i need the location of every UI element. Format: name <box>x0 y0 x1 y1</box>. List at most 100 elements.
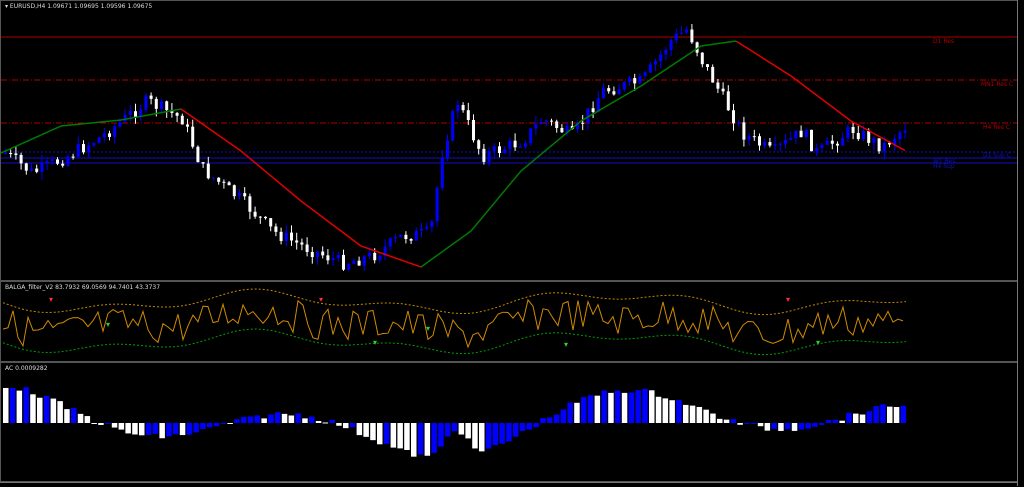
candle-body <box>882 142 886 152</box>
ac-bar <box>812 423 818 427</box>
candle-body <box>596 98 600 113</box>
ac-bar <box>547 417 553 423</box>
ac-bar <box>458 423 465 435</box>
ac-bar <box>356 423 363 436</box>
candle-body <box>841 138 845 146</box>
candle-body <box>851 126 855 133</box>
candle-body <box>830 140 834 144</box>
moving-average-line <box>180 108 422 268</box>
ac-bar <box>295 413 301 423</box>
candle-body <box>622 81 626 90</box>
sell-arrow-icon: ▾ <box>319 295 323 304</box>
ac-bar <box>819 423 825 425</box>
ac-bar <box>866 411 873 423</box>
price-axis[interactable] <box>1017 0 1024 486</box>
ac-bar <box>676 399 682 423</box>
ac-bar <box>186 423 193 435</box>
ac-bar <box>791 423 798 431</box>
candle-body <box>274 226 278 232</box>
candle-body <box>758 136 761 146</box>
ac-bar <box>710 413 716 423</box>
ac-bar <box>581 397 587 423</box>
buy-arrow-icon: ▾ <box>816 338 820 347</box>
ac-bar <box>533 423 539 428</box>
candle-body <box>721 88 725 92</box>
ac-bar <box>23 387 29 423</box>
ac-bar <box>900 405 907 423</box>
candle-body <box>669 40 673 50</box>
candle-body <box>92 143 96 146</box>
ac-bar <box>683 404 689 423</box>
candle-body <box>862 131 865 140</box>
buy-arrow-icon: ▾ <box>564 340 568 349</box>
candle-body <box>336 254 340 259</box>
candle-body <box>118 121 122 127</box>
candle-body <box>414 230 418 241</box>
candle-body <box>534 124 538 129</box>
time-axis[interactable] <box>0 482 1018 487</box>
candle-body <box>71 156 75 158</box>
candle-body <box>191 126 195 147</box>
balga-filter-panel[interactable]: ▾ ▾ ▾ ▾ ▾ ▾ ▾ ▾ BALGA_filter_V2 83.7932 69.0569… <box>0 281 1018 362</box>
candle-body <box>648 64 652 73</box>
candle-body <box>440 157 444 188</box>
candle-body <box>248 196 252 212</box>
candle-body <box>576 122 579 129</box>
ac-bar <box>696 406 703 423</box>
ac-bar <box>723 419 730 423</box>
candle-body <box>258 216 262 218</box>
ac-bar <box>234 419 240 423</box>
candle-body <box>544 120 548 123</box>
ac-histogram <box>3 387 907 457</box>
ac-bar <box>37 397 43 423</box>
level-label-h4-res: H4 Res C <box>983 124 1011 131</box>
ac-bar <box>744 423 750 425</box>
candle-body <box>513 140 517 148</box>
ac-bar <box>621 392 628 423</box>
ac-bar <box>139 423 145 436</box>
candle-body <box>742 122 746 140</box>
ac-bar <box>159 423 165 439</box>
candle-body <box>472 119 475 141</box>
ac-bar <box>832 419 839 423</box>
candle-body <box>232 185 236 197</box>
buy-arrow-icon: ▾ <box>106 320 110 329</box>
candle-body <box>456 105 460 112</box>
candle-body <box>492 146 496 152</box>
candle-body <box>97 137 101 144</box>
candle-body <box>113 126 117 137</box>
candle-body <box>394 237 397 239</box>
ac-bar <box>30 394 36 423</box>
balga-filter-chart: ▾ ▾ ▾ ▾ ▾ ▾ ▾ ▾ <box>2 288 907 356</box>
ac-bar <box>567 402 573 423</box>
ac-bar <box>43 395 50 423</box>
ac-bar <box>91 423 97 424</box>
candle-body <box>628 78 631 82</box>
candle-body <box>357 260 361 266</box>
ac-bar <box>526 423 533 430</box>
candle-body <box>747 136 751 140</box>
candle-body <box>846 126 850 139</box>
level-label-w1-res: W1 Res <box>933 158 956 165</box>
ac-bar <box>343 423 349 429</box>
ac-bar <box>132 423 138 435</box>
ac-bar <box>805 423 811 429</box>
ac-bar <box>655 396 662 423</box>
price-chart-panel[interactable]: ▾ EURUSD,H4 1.09671 1.09695 1.09596 1.09… <box>0 0 1018 281</box>
ac-bar <box>615 390 621 423</box>
candle-body <box>56 159 59 164</box>
candle-body <box>61 163 65 166</box>
ac-bar <box>200 423 206 429</box>
ac-bar <box>383 423 390 444</box>
ac-title: AC 0.0009282 <box>5 365 48 372</box>
ac-bar <box>397 423 403 449</box>
ac-bar <box>227 423 233 424</box>
triangle-down-icon[interactable]: ▾ <box>5 3 10 10</box>
candle-body <box>508 140 512 150</box>
candle-body <box>560 128 564 133</box>
candle-body <box>763 142 767 146</box>
ac-panel[interactable]: AC 0.0009282 <box>0 362 1018 482</box>
candle-body <box>160 101 163 109</box>
ac-bar <box>152 423 159 434</box>
candle-body <box>581 122 585 124</box>
